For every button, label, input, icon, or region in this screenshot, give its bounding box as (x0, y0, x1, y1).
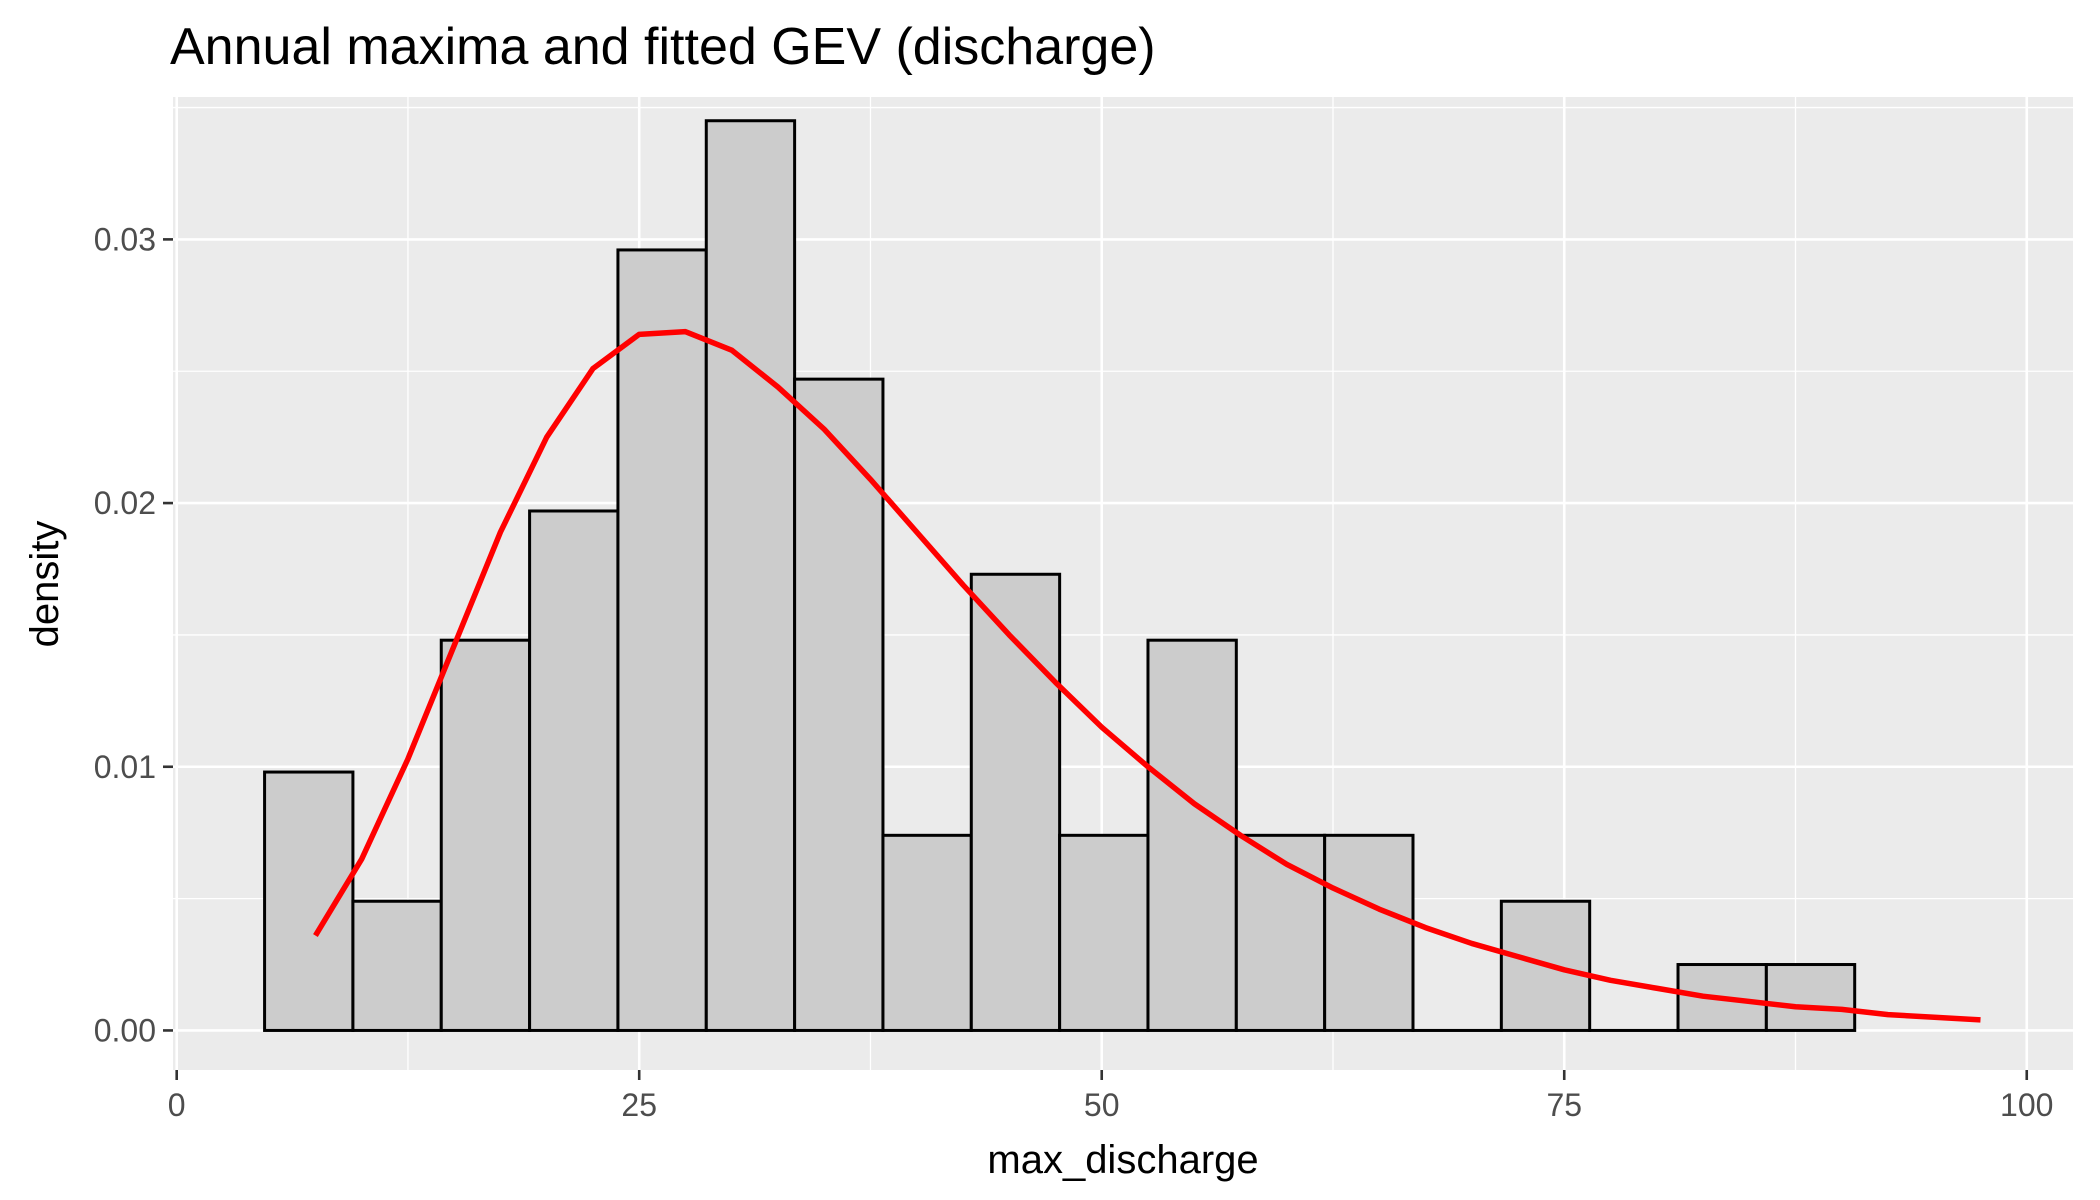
y-axis: 0.00 0.01 0.02 0.03 (94, 221, 173, 1048)
histogram-bar (1234, 833, 1327, 1032)
histogram-bar (1058, 833, 1150, 1032)
histogram-bar (793, 377, 885, 1032)
histogram-bar (1323, 833, 1415, 1032)
histogram-bar (1146, 638, 1238, 1032)
y-tick-label: 0.03 (94, 221, 156, 257)
histogram-bar (1764, 963, 1857, 1032)
histogram-bar (263, 770, 355, 1032)
histogram-bar (439, 638, 532, 1032)
histogram-bar (881, 833, 973, 1032)
x-axis-title: max_discharge (987, 1138, 1258, 1182)
x-tick-label: 0 (168, 1087, 186, 1123)
chart-title: Annual maxima and fitted GEV (discharge) (170, 18, 1156, 76)
x-tick-label: 25 (621, 1087, 657, 1123)
y-tick-label: 0.02 (94, 485, 156, 521)
y-tick-label: 0.01 (94, 749, 156, 785)
x-axis: 0 25 50 75 100 (168, 1070, 2053, 1123)
gev-curve-layer (313, 328, 1981, 1023)
histogram-bar (704, 119, 797, 1032)
histogram-bars (263, 119, 1857, 1032)
gev-density-curve (313, 328, 1981, 1023)
histogram-bar (969, 572, 1062, 1032)
y-axis-title: density (23, 521, 67, 648)
histogram-bar (351, 899, 443, 1032)
histogram-bar (528, 509, 620, 1032)
x-tick-label: 50 (1084, 1087, 1120, 1123)
y-tick-label: 0.00 (94, 1012, 156, 1048)
histogram-bar (616, 248, 708, 1032)
x-tick-label: 100 (2000, 1087, 2053, 1123)
x-tick-label: 75 (1546, 1087, 1582, 1123)
